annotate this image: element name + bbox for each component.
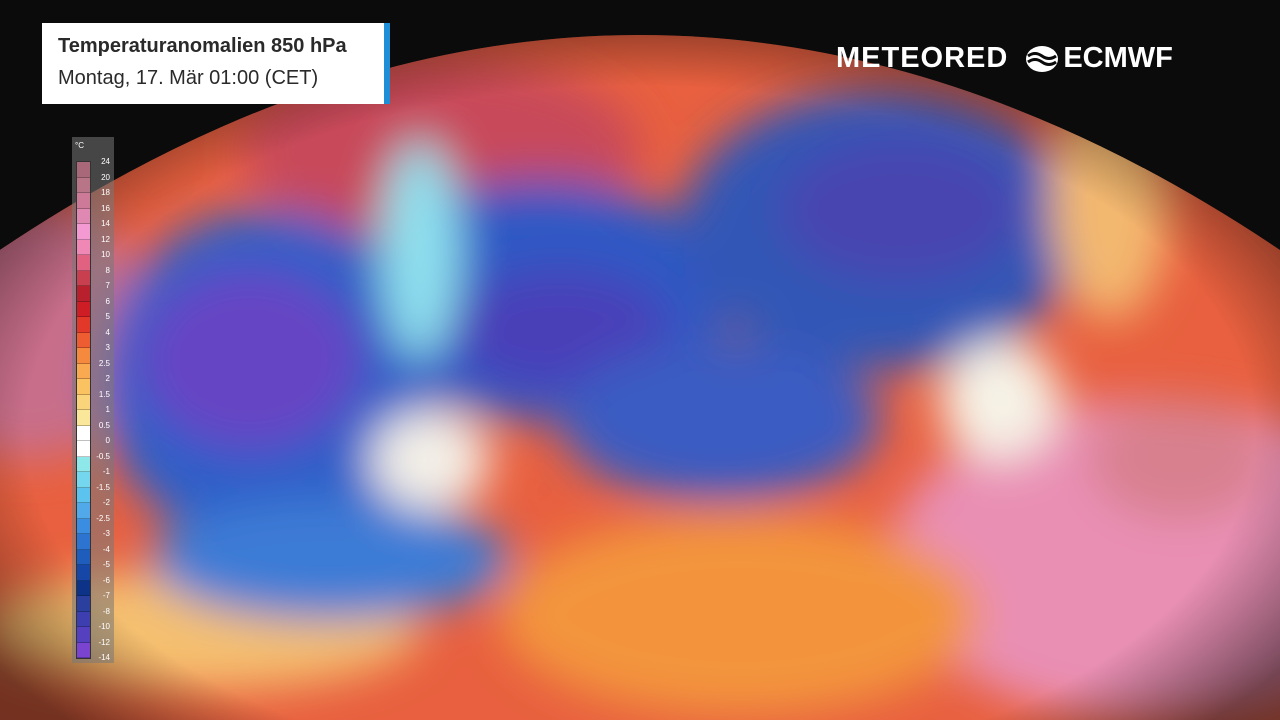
legend-label: -2.5 bbox=[96, 513, 110, 523]
legend-label: 10 bbox=[101, 250, 110, 259]
legend-label: -4 bbox=[102, 544, 110, 554]
legend-label: -7 bbox=[102, 591, 110, 600]
legend-label: 6 bbox=[105, 296, 110, 306]
legend-swatch bbox=[77, 301, 90, 317]
legend-label: -2 bbox=[102, 498, 110, 507]
title-box: Temperaturanomalien 850 hPa Montag, 17. … bbox=[42, 23, 390, 104]
legend-swatch bbox=[77, 503, 90, 519]
legend-swatch bbox=[77, 255, 90, 271]
legend-swatch bbox=[77, 534, 90, 550]
legend-unit: °C bbox=[75, 141, 84, 150]
legend-label: 20 bbox=[101, 172, 110, 182]
legend-label: 14 bbox=[101, 219, 110, 228]
legend-swatch bbox=[77, 239, 90, 255]
legend-swatch bbox=[77, 379, 90, 395]
legend-label: 24 bbox=[101, 157, 110, 166]
meteored-logo: METEORED bbox=[836, 42, 1009, 74]
legend-swatch bbox=[77, 441, 90, 457]
legend-swatch bbox=[77, 472, 90, 488]
color-legend: °C 24 20 18 16 14 12 10 8 7 6 5 4 3 2.5 2 1.5 1 0.5 0 -0.5 -… bbox=[72, 137, 114, 663]
legend-swatches bbox=[76, 161, 91, 659]
legend-label: -1 bbox=[102, 467, 110, 476]
legend-label: 0 bbox=[105, 436, 110, 445]
legend-swatch bbox=[77, 410, 90, 426]
legend-swatch bbox=[77, 193, 90, 209]
legend-label: 4 bbox=[105, 327, 110, 337]
legend-label: -10 bbox=[98, 622, 110, 631]
ecmwf-logo: ECMWF bbox=[1024, 42, 1173, 75]
map-timestamp: Montag, 17. Mär 01:00 (CET) bbox=[58, 67, 319, 89]
legend-label: -8 bbox=[102, 606, 110, 616]
legend-labels: 24 20 18 16 14 12 10 8 7 6 5 4 3 2.5 2 1.5 1 0.5 0 -0.5 -1 -1… bbox=[90, 157, 112, 662]
ecmwf-logo-text: ECMWF bbox=[1063, 42, 1173, 74]
logos: METEORED ECMWF bbox=[836, 42, 1173, 75]
legend-swatch bbox=[77, 425, 90, 441]
legend-swatch bbox=[77, 286, 90, 302]
legend-label: 12 bbox=[101, 234, 110, 244]
legend-swatch bbox=[77, 162, 90, 178]
legend-label: -12 bbox=[98, 637, 110, 647]
legend-swatch bbox=[77, 596, 90, 612]
legend-swatch bbox=[77, 456, 90, 472]
legend-swatch bbox=[77, 565, 90, 581]
legend-swatch bbox=[77, 363, 90, 379]
legend-label: 18 bbox=[101, 188, 110, 197]
legend-label: 2 bbox=[105, 374, 110, 383]
ecmwf-wave-icon bbox=[1026, 45, 1059, 72]
legend-label: 1.5 bbox=[98, 389, 110, 399]
legend-label: -6 bbox=[102, 575, 110, 585]
map-title: Temperaturanomalien 850 hPa bbox=[58, 35, 347, 57]
legend-swatch bbox=[77, 549, 90, 565]
legend-swatch bbox=[77, 317, 90, 333]
legend-swatch bbox=[77, 487, 90, 503]
legend-label: 8 bbox=[105, 265, 110, 275]
legend-swatch bbox=[77, 348, 90, 364]
legend-label: 2.5 bbox=[98, 358, 110, 368]
legend-swatch bbox=[77, 642, 90, 658]
legend-label: -0.5 bbox=[96, 451, 110, 461]
legend-label: -3 bbox=[102, 529, 110, 538]
legend-label: 3 bbox=[105, 343, 110, 352]
legend-swatch bbox=[77, 627, 90, 643]
legend-swatch bbox=[77, 580, 90, 596]
legend-label: 5 bbox=[105, 312, 110, 321]
legend-label: -14 bbox=[98, 653, 110, 662]
legend-swatch bbox=[77, 611, 90, 627]
legend-swatch bbox=[77, 270, 90, 286]
legend-label: 16 bbox=[101, 203, 110, 213]
legend-label: 1 bbox=[105, 405, 110, 414]
legend-label: 7 bbox=[105, 281, 110, 290]
legend-label: -5 bbox=[102, 560, 110, 569]
legend-swatch bbox=[77, 208, 90, 224]
legend-swatch bbox=[77, 332, 90, 348]
legend-swatch bbox=[77, 518, 90, 534]
legend-swatch bbox=[77, 177, 90, 193]
legend-swatch bbox=[77, 224, 90, 240]
legend-label: 0.5 bbox=[98, 420, 110, 430]
legend-swatch bbox=[77, 394, 90, 410]
legend-label: -1.5 bbox=[96, 482, 110, 492]
